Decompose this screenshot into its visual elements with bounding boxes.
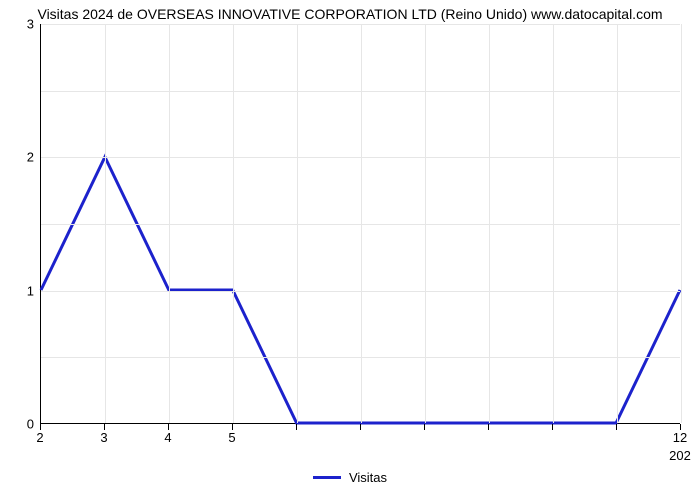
y-tick-label: 0 — [18, 417, 34, 432]
plot-area — [40, 24, 680, 424]
y-tick-label: 3 — [18, 17, 34, 32]
grid-line-v — [553, 24, 554, 423]
chart-title: Visitas 2024 de OVERSEAS INNOVATIVE CORP… — [0, 6, 700, 22]
x-tick-label: 3 — [100, 430, 107, 445]
x-tick-mark — [360, 424, 361, 430]
y-tick-label: 2 — [18, 150, 34, 165]
x-tick-label: 2 — [36, 430, 43, 445]
x-tick-label: 5 — [228, 430, 235, 445]
legend: Visitas — [0, 470, 700, 485]
grid-line-v — [233, 24, 234, 423]
x-tick-mark — [552, 424, 553, 430]
x-tick-mark — [296, 424, 297, 430]
grid-line-v — [361, 24, 362, 423]
grid-line-v — [617, 24, 618, 423]
x-tick-mark — [424, 424, 425, 430]
x-tick-mark — [616, 424, 617, 430]
x-tick-label: 4 — [164, 430, 171, 445]
grid-line-v — [681, 24, 682, 423]
legend-swatch — [313, 476, 341, 479]
x-tick-label: 12 — [673, 430, 687, 445]
x-tick-mark — [488, 424, 489, 430]
grid-line-v — [297, 24, 298, 423]
grid-line-v — [169, 24, 170, 423]
legend-label: Visitas — [349, 470, 387, 485]
grid-line-v — [105, 24, 106, 423]
grid-line-v — [425, 24, 426, 423]
x-secondary-label: 202 — [669, 448, 691, 463]
y-tick-label: 1 — [18, 283, 34, 298]
grid-line-v — [489, 24, 490, 423]
